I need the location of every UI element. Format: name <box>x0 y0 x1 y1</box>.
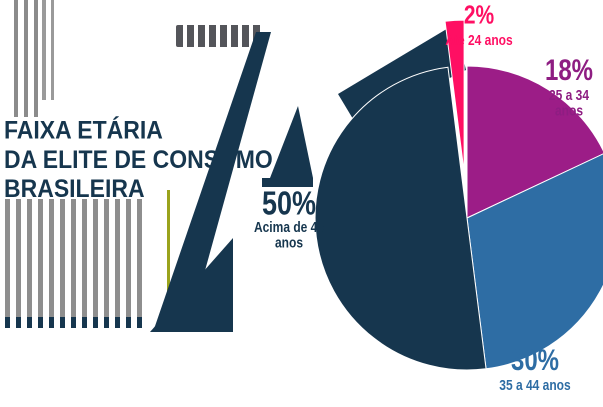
wordmark-bars-logo <box>176 25 262 47</box>
olive-accent-line <box>167 190 170 330</box>
slice-range: Acima de 45 anos <box>253 218 325 252</box>
pie-slices <box>314 19 603 371</box>
slice-label-acima-de-45-anos: 50% Acima de 45 anos <box>241 184 337 250</box>
slice-percent: 30% <box>510 343 560 378</box>
slice-range: Até 24 anos <box>445 31 513 49</box>
title-line-3: BRASILEIRA <box>4 174 145 203</box>
slice-label-25-a-34-anos: 18% 25 a 34 anos <box>535 53 603 118</box>
pie-slice-acima-de-45-anos <box>314 66 487 371</box>
slice-range: 25 a 34 anos <box>548 86 590 120</box>
slice-percent: 50% <box>261 184 317 222</box>
decorative-barcode-bars <box>5 199 145 327</box>
slice-range: 35 a 44 anos <box>499 376 571 394</box>
decorative-bars-top-small <box>42 0 54 100</box>
decorative-barcode-tips <box>5 317 145 328</box>
decorative-swoosh <box>150 24 466 332</box>
slice-percent: 2% <box>463 1 495 30</box>
slice-label-35-a-44-anos: 30% 35 a 44 anos <box>489 343 581 394</box>
slice-label-ate-24-anos: 2% Até 24 anos <box>434 1 524 49</box>
page-title: FAIXA ETÁRIA DA ELITE DE CONSUMO BRASILE… <box>4 116 294 203</box>
slice-percent: 18% <box>544 53 594 88</box>
title-line-1: FAIXA ETÁRIA <box>4 116 163 145</box>
pie-slice-35-a-44-anos <box>466 153 603 370</box>
pie-slice-at-24-anos <box>444 19 465 173</box>
decorative-bars-top <box>14 0 40 117</box>
pie-slice-25-a-34-anos <box>466 65 603 219</box>
